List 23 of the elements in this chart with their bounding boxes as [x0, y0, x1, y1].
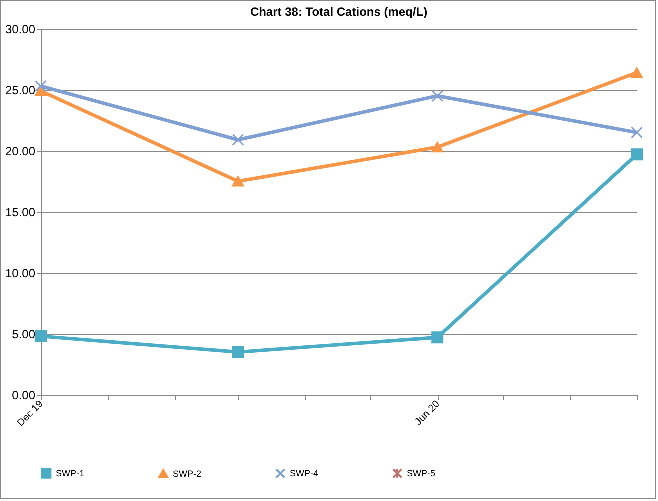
y-tick-label: 25.00 [5, 84, 36, 98]
y-tick-label: 10.00 [5, 266, 36, 280]
point [232, 176, 244, 187]
legend-label: SWP-4 [290, 468, 319, 479]
y-tick-label: 5.00 [12, 328, 36, 342]
legend-label: SWP-2 [173, 468, 202, 479]
point [232, 346, 244, 358]
point [35, 80, 47, 92]
point [432, 332, 444, 344]
legend-label: SWP-1 [56, 468, 85, 479]
point [432, 142, 444, 153]
x-tick-label: Jun 20 [413, 398, 443, 428]
point [631, 68, 643, 78]
point [432, 90, 444, 102]
point [631, 148, 643, 161]
chart-title: Chart 38: Total Cations (meq/L) [250, 5, 428, 19]
legend-label: SWP-5 [407, 468, 436, 479]
point [232, 134, 244, 146]
y-tick-label: 30.00 [5, 22, 36, 36]
point [35, 330, 47, 342]
y-tick-label: 15.00 [5, 206, 36, 220]
point [631, 126, 643, 139]
y-tick-label: 20.00 [5, 144, 36, 158]
